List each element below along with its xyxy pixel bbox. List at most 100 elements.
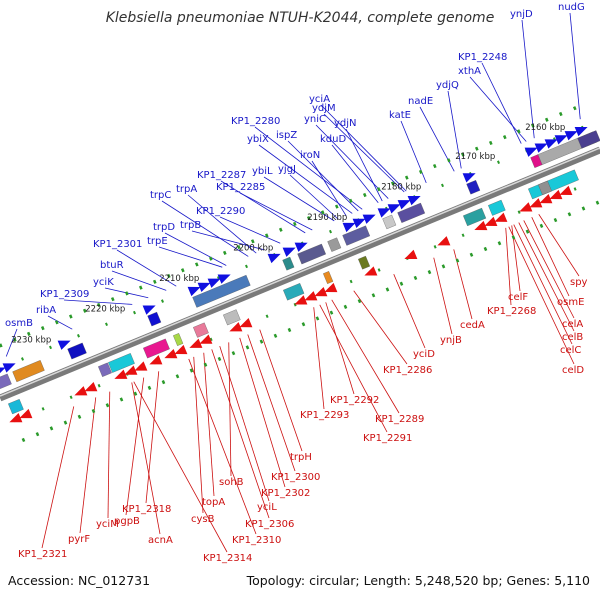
tick-dot-outer-reverse (287, 327, 292, 333)
scale-label: 2230 kbp (11, 335, 51, 345)
tick-dot-outer-forward (208, 256, 213, 261)
forward-gene-label: trpA (176, 184, 197, 195)
reverse-leader-line (41, 406, 75, 549)
forward-gene-arrow (0, 367, 6, 377)
tick-dot-outer-forward (502, 135, 507, 140)
reverse-feature-block (143, 338, 170, 359)
reverse-leader-line (433, 257, 453, 335)
tick-dot-outer-forward (82, 308, 87, 313)
forward-feature-block (67, 342, 87, 360)
scale-label: 2190 kbp (307, 213, 347, 223)
forward-leader-line (258, 144, 353, 214)
scale-label: 2220 kbp (85, 305, 125, 315)
reverse-gene-label: spy (570, 277, 588, 288)
tick-dot-outer-reverse (595, 200, 600, 205)
forward-gene-label: ribA (36, 305, 56, 316)
tick-dot-outer-reverse (119, 397, 124, 402)
tick-dot-inner-forward (104, 322, 108, 326)
reverse-leader-line (239, 337, 286, 488)
tick-dot-outer-forward (26, 331, 31, 336)
forward-gene-label: trpB (180, 220, 201, 231)
tick-dot-outer-reverse (301, 322, 306, 327)
forward-leader-line (220, 180, 306, 234)
tick-dot-outer-reverse (175, 374, 180, 379)
tick-dot-inner-reverse (265, 314, 269, 319)
tick-dot-outer-reverse (371, 293, 376, 298)
forward-gene-label: KP1_2287 (197, 170, 246, 181)
forward-leader-line (47, 315, 73, 330)
forward-leader-line (191, 230, 265, 251)
tick-dot-outer-reverse (21, 437, 26, 443)
reverse-gene-arrow (239, 317, 253, 328)
forward-gene-label: trpD (153, 222, 175, 233)
forward-gene-label: nudG (558, 2, 585, 13)
forward-leader-line (345, 128, 383, 202)
forward-gene-label: xthA (458, 66, 481, 77)
reverse-feature-block (463, 207, 487, 227)
forward-gene-label: yciA (309, 94, 330, 105)
tick-dot-outer-forward (68, 314, 73, 319)
reverse-leader-line (518, 222, 575, 332)
forward-leader-line (320, 104, 407, 192)
forward-gene-label: KP1_2290 (196, 206, 245, 217)
reverse-gene-arrow (114, 369, 128, 379)
reverse-leader-line (508, 226, 575, 365)
forward-feature-block (192, 274, 251, 308)
scale-label: 2160 kbp (525, 123, 565, 133)
reverse-gene-arrow (437, 236, 451, 246)
tick-dot-outer-forward (488, 140, 493, 146)
tick-dot-inner-reverse (573, 187, 577, 191)
reverse-feature-block (358, 255, 371, 270)
map-title: Klebsiella pneumoniae NTUH-K2044, comple… (105, 10, 495, 26)
tick-dot-outer-reverse (539, 223, 544, 228)
reverse-leader-line (259, 329, 303, 452)
tick-dot-outer-forward (418, 169, 423, 174)
forward-leader-line (287, 140, 359, 212)
tick-dot-outer-reverse (329, 310, 334, 315)
tick-dot-inner-reverse (377, 268, 381, 272)
forward-gene-label: kduD (320, 134, 346, 145)
reverse-gene-arrow (529, 198, 543, 208)
tick-dot-outer-forward (264, 233, 269, 238)
tick-dot-outer-reverse (105, 403, 110, 408)
forward-gene-arrow (544, 139, 558, 149)
tick-dot-outer-forward (222, 250, 227, 255)
reverse-gene-label: KP1_2306 (245, 519, 294, 530)
tick-dot-outer-reverse (217, 356, 222, 362)
reverse-gene-arrow (199, 334, 213, 344)
tick-dot-outer-reverse (259, 339, 264, 344)
forward-gene-label: KP1_2280 (231, 116, 280, 127)
reverse-gene-label: pgpB (114, 516, 140, 527)
forward-leader-line (447, 90, 462, 169)
reverse-gene-label: KP1_2310 (232, 535, 281, 546)
topology-text: Topology: circular; Length: 5,248,520 bp… (246, 573, 590, 588)
tick-dot-outer-forward (320, 210, 325, 215)
forward-gene-arrow (397, 200, 411, 210)
tick-dot-outer-forward (558, 111, 563, 117)
reverse-gene-label: yciD (413, 349, 435, 360)
forward-gene-label: btuR (100, 260, 124, 271)
tick-dot-outer-reverse (35, 432, 40, 437)
reverse-gene-label: trpH (290, 452, 312, 463)
reverse-leader-line (203, 352, 215, 497)
reverse-gene-arrow (304, 291, 318, 301)
tick-dot-outer-reverse (91, 408, 96, 414)
reverse-gene-arrow (149, 355, 163, 365)
reverse-feature-block (8, 399, 24, 415)
forward-leader-line (158, 246, 223, 268)
tick-dot-inner-reverse (349, 279, 353, 284)
scale-label: 2180 kbp (381, 182, 421, 192)
reverse-gene-arrow (559, 185, 573, 195)
tick-dot-outer-forward (124, 291, 129, 296)
tick-dot-outer-reverse (483, 246, 488, 252)
tick-dot-outer-forward (236, 244, 241, 250)
reverse-gene-label: KP1_2268 (487, 306, 536, 317)
tick-dot-outer-reverse (413, 275, 418, 281)
forward-leader-line (111, 270, 167, 291)
tick-dot-outer-forward (572, 106, 577, 111)
forward-gene-arrow (187, 286, 201, 297)
reverse-leader-lines (41, 214, 580, 553)
tick-dot-outer-reverse (77, 414, 82, 419)
feature-tracks (0, 126, 600, 423)
